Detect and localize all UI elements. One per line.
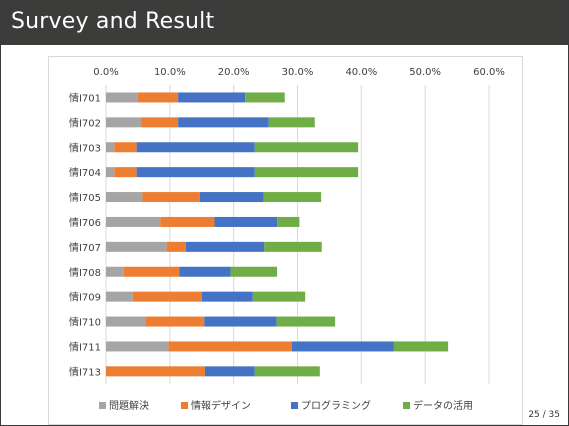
slide-title: Survey and Result	[11, 9, 215, 34]
x-tick-label: 0.0%	[93, 67, 118, 78]
legend-label: 情報デザイン	[191, 399, 251, 412]
category-label: 情I707	[69, 241, 101, 254]
bar-segment	[106, 316, 146, 327]
bar-segment	[254, 167, 359, 178]
bar-segment	[160, 216, 215, 227]
bar-segment	[291, 341, 394, 352]
bar-segment	[114, 167, 137, 178]
x-tick-label: 40.0%	[345, 67, 377, 78]
bar-segment	[106, 167, 115, 178]
legend-swatch	[403, 402, 410, 409]
bar-segment	[178, 92, 246, 103]
category-label: 情I708	[69, 266, 101, 279]
bar-segment	[106, 366, 205, 377]
category-label: 情I703	[69, 141, 101, 154]
bar-segment	[252, 291, 306, 302]
bar-segment	[276, 316, 336, 327]
legend-label: データの活用	[413, 399, 473, 412]
bar-segment	[166, 241, 186, 252]
bar-segment	[106, 117, 142, 128]
bar-segment	[204, 366, 255, 377]
bar-segment	[230, 266, 278, 277]
legend-label: 問題解決	[109, 399, 149, 412]
bar-segment	[254, 142, 359, 153]
category-label: 情I709	[69, 291, 101, 304]
x-tick-label: 50.0%	[409, 67, 441, 78]
bar-segment	[114, 142, 137, 153]
page-number: 25 / 35	[528, 410, 560, 420]
x-tick-label: 60.0%	[473, 67, 505, 78]
bar-segment	[277, 216, 300, 227]
x-tick-label: 20.0%	[218, 67, 250, 78]
bar-segment	[204, 316, 277, 327]
bar-segment	[254, 366, 320, 377]
bar-segment	[168, 341, 292, 352]
bar-segment	[178, 117, 269, 128]
legend-label: プログラミング	[301, 399, 371, 412]
bar-segment	[106, 341, 169, 352]
bar-segment	[141, 117, 179, 128]
bar-segment	[106, 142, 115, 153]
x-tick-label: 30.0%	[282, 67, 314, 78]
bar-segment	[123, 266, 180, 277]
chart-frame: 0.0% 10.0% 20.0% 30.0% 40.0% 50.0% 60.0% 情I701 情…	[48, 56, 523, 425]
category-label: 情I711	[69, 340, 101, 353]
category-label: 情I713	[69, 365, 101, 378]
bar-segment	[179, 266, 231, 277]
category-label: 情I706	[69, 216, 101, 229]
stacked-bar-chart: 0.0% 10.0% 20.0% 30.0% 40.0% 50.0% 60.0% 情I701 情…	[69, 67, 505, 412]
bar-segment	[199, 192, 264, 203]
bar-segment	[106, 92, 138, 103]
bar-segment	[136, 167, 255, 178]
category-label: 情I710	[69, 316, 101, 329]
bar-segment	[106, 192, 143, 203]
x-tick-label: 10.0%	[154, 67, 186, 78]
bar-segment	[106, 216, 161, 227]
legend-swatch	[291, 402, 298, 409]
bar-segment	[393, 341, 449, 352]
bar-segment	[263, 192, 322, 203]
bar-segment	[185, 241, 265, 252]
bar-segment	[214, 216, 278, 227]
bar-segment	[264, 241, 322, 252]
category-label: 情I705	[69, 191, 101, 204]
title-bar: Survey and Result	[1, 1, 568, 45]
category-label: 情I701	[69, 91, 101, 104]
bar-segment	[268, 117, 315, 128]
category-label: 情I702	[69, 116, 101, 129]
bar-segment	[106, 241, 167, 252]
bar-segment	[137, 92, 179, 103]
bar-segment	[201, 291, 253, 302]
legend-swatch	[99, 402, 106, 409]
category-label: 情I704	[69, 166, 101, 179]
bar-segment	[245, 92, 285, 103]
bar-segment	[132, 291, 202, 302]
bar-segment	[142, 192, 200, 203]
legend-swatch	[181, 402, 188, 409]
bar-segment	[136, 142, 255, 153]
bar-segment	[106, 291, 133, 302]
bar-segment	[106, 266, 124, 277]
bar-segment	[145, 316, 205, 327]
